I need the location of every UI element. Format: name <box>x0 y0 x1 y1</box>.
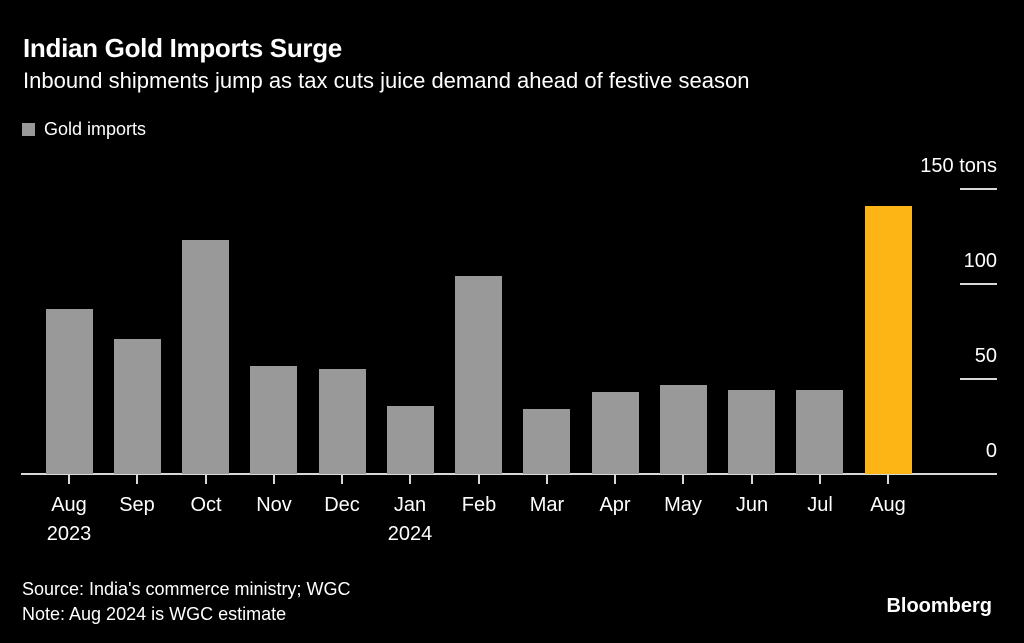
x-axis-label-may: May <box>664 494 702 516</box>
x-axis-tick <box>341 475 343 484</box>
source-text: Source: India's commerce ministry; WGC <box>22 579 351 599</box>
y-axis-label: 100 <box>963 250 997 272</box>
x-axis-tick <box>205 475 207 484</box>
y-tick-line <box>960 378 997 380</box>
y-axis-label: 150 tons <box>920 155 997 177</box>
bar-7-mar <box>523 409 570 474</box>
legend-label: Gold imports <box>44 119 147 139</box>
x-axis-label-feb: Feb <box>461 494 497 516</box>
x-axis-tick <box>887 475 889 484</box>
x-axis-label-sep: Sep <box>119 494 155 516</box>
x-axis-label-aug: Aug <box>870 494 906 516</box>
bar-12-aug <box>865 206 912 474</box>
bar-0-aug <box>46 309 93 474</box>
bar-3-nov <box>250 366 297 474</box>
bar-8-apr <box>592 392 639 474</box>
x-axis-tick <box>409 475 411 484</box>
bar-6-feb <box>455 276 502 474</box>
x-axis-label-aug: Aug 2023 <box>27 491 111 549</box>
chart-title: Indian Gold Imports Surge <box>23 33 342 63</box>
bar-11-jul <box>796 390 843 474</box>
note-text: Note: Aug 2024 is WGC estimate <box>22 604 287 624</box>
y-tick-line <box>960 188 997 190</box>
x-axis-label-mar: Mar <box>529 494 565 516</box>
x-axis-tick <box>614 475 616 484</box>
x-axis-tick <box>136 475 138 484</box>
x-axis-label-nov: Nov <box>256 494 292 516</box>
x-axis-label-oct: Oct <box>190 494 222 516</box>
x-axis-tick <box>546 475 548 484</box>
x-axis-tick <box>682 475 684 484</box>
y-axis-label: 0 <box>985 440 997 462</box>
x-axis-label-jun: Jun <box>735 494 769 516</box>
bar-4-dec <box>319 369 366 474</box>
y-axis-label: 50 <box>974 345 997 367</box>
x-axis-year-label: 2024 <box>387 523 433 545</box>
x-axis-line <box>21 473 997 475</box>
x-axis-label-dec: Dec <box>324 494 360 516</box>
x-axis-tick <box>751 475 753 484</box>
bar-10-jun <box>728 390 775 474</box>
x-axis-label-jan: Jan 2024 <box>368 491 452 549</box>
x-axis-tick <box>68 475 70 484</box>
x-axis-tick <box>819 475 821 484</box>
x-axis-year-label: 2023 <box>46 523 92 545</box>
legend: Gold imports <box>22 119 146 140</box>
x-axis-tick <box>478 475 480 484</box>
bloomberg-logo: Bloomberg <box>886 595 992 617</box>
x-axis-tick <box>273 475 275 484</box>
x-axis-label-jul: Jul <box>807 494 833 516</box>
chart-subtitle: Inbound shipments jump as tax cuts juice… <box>23 68 750 93</box>
y-tick-line <box>960 283 997 285</box>
x-axis-label-apr: Apr <box>599 494 631 516</box>
bar-9-may <box>660 385 707 474</box>
legend-swatch-gold-imports <box>22 123 35 136</box>
bar-2-oct <box>182 240 229 474</box>
bar-5-jan <box>387 406 434 474</box>
bar-1-sep <box>114 339 161 474</box>
footnotes: Source: India's commerce ministry; WGC N… <box>22 577 351 627</box>
